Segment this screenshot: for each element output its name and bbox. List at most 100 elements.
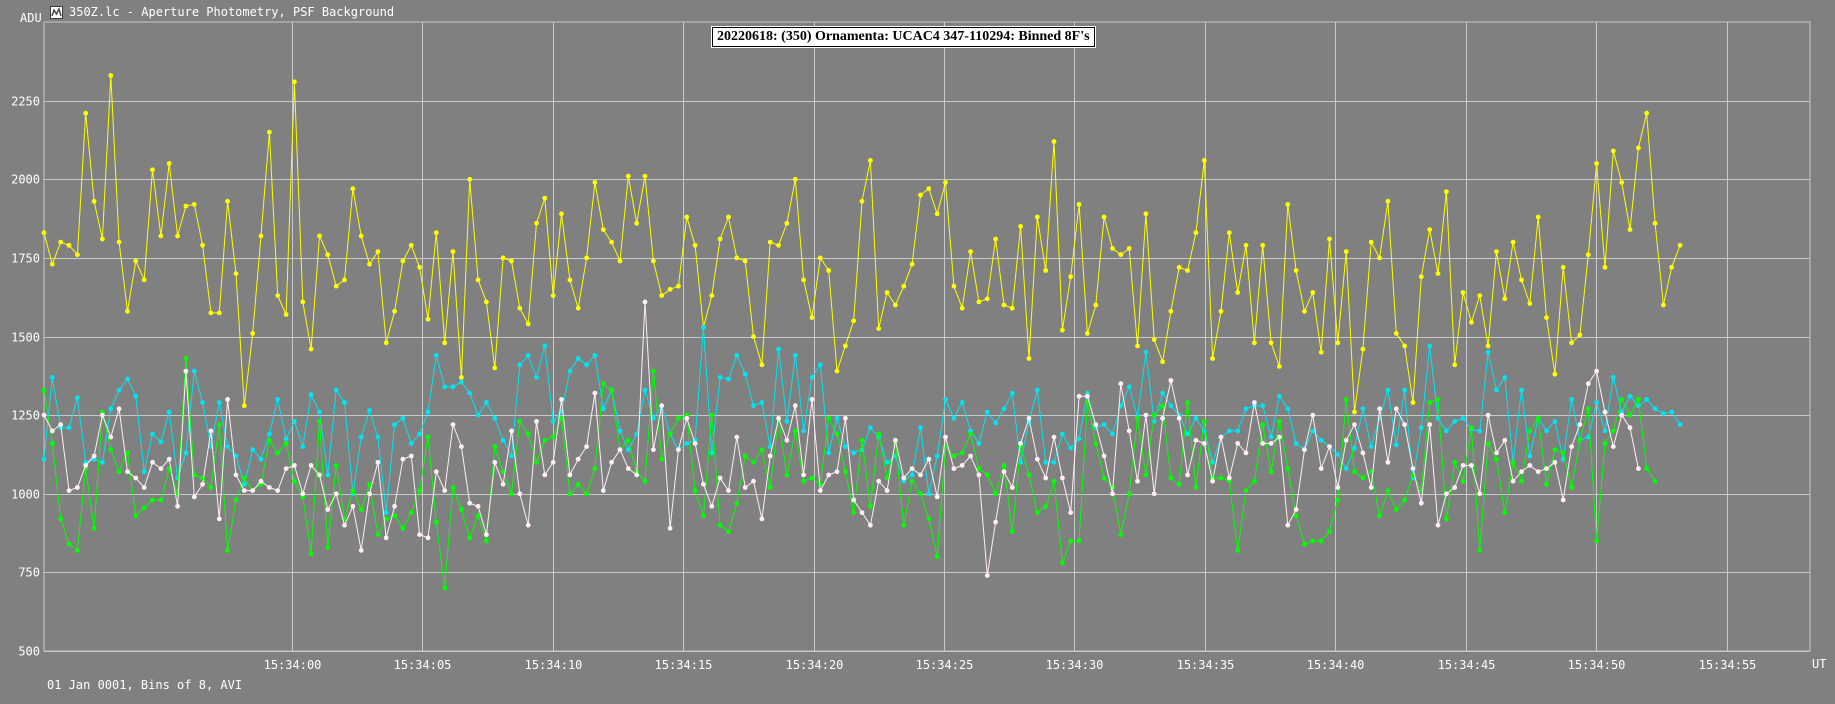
data-point — [1026, 472, 1032, 478]
data-point — [943, 397, 948, 402]
data-point — [792, 403, 798, 409]
data-point — [459, 507, 464, 512]
data-point — [667, 286, 673, 292]
data-point — [308, 346, 314, 352]
data-point — [342, 522, 347, 528]
data-point — [817, 255, 823, 261]
data-point — [1502, 296, 1508, 302]
data-point — [1677, 422, 1683, 427]
data-point — [976, 299, 982, 305]
data-point — [1126, 491, 1132, 497]
data-point — [1151, 419, 1157, 424]
data-point — [1510, 478, 1516, 484]
data-point — [392, 308, 397, 314]
data-point — [233, 453, 239, 459]
data-point — [751, 334, 756, 339]
data-point — [1060, 431, 1065, 437]
data-point — [834, 469, 840, 475]
data-point — [500, 437, 506, 443]
data-point — [300, 444, 306, 449]
data-point — [467, 500, 473, 506]
data-point — [876, 326, 882, 331]
data-point — [150, 431, 155, 437]
data-point — [1627, 393, 1633, 399]
data-point — [676, 415, 681, 421]
data-point — [1352, 445, 1357, 451]
data-point — [383, 516, 389, 522]
data-point — [417, 264, 422, 270]
data-point — [1594, 400, 1599, 405]
data-point — [692, 441, 698, 446]
data-point — [1552, 419, 1558, 424]
data-point — [1335, 485, 1341, 490]
data-point — [876, 431, 882, 437]
data-point — [726, 488, 731, 493]
data-point — [918, 472, 923, 478]
data-point — [367, 481, 372, 487]
data-point — [75, 252, 80, 258]
data-point — [133, 393, 139, 399]
data-point — [1310, 412, 1316, 418]
data-point — [1619, 180, 1625, 185]
data-point — [1168, 308, 1174, 314]
data-point — [651, 368, 656, 374]
data-point — [1302, 447, 1307, 453]
data-point — [1218, 434, 1224, 440]
data-point — [859, 510, 865, 515]
data-point — [283, 441, 289, 446]
data-point — [709, 412, 715, 418]
data-point — [1427, 343, 1433, 349]
data-point — [1176, 415, 1182, 421]
data-point — [1661, 302, 1666, 308]
data-point — [342, 400, 347, 405]
data-point — [918, 425, 923, 431]
data-point — [158, 497, 164, 503]
data-point — [909, 466, 915, 471]
data-point — [1343, 249, 1349, 255]
data-point — [425, 535, 431, 541]
data-point — [467, 176, 473, 182]
data-point — [817, 488, 823, 493]
data-point — [433, 230, 439, 236]
data-point — [250, 447, 256, 453]
data-point — [1452, 459, 1458, 465]
data-point — [1402, 497, 1407, 503]
x-tick-label: 15:34:55 — [1699, 658, 1757, 672]
data-point — [659, 403, 665, 409]
data-point — [308, 463, 314, 468]
data-point — [1594, 538, 1599, 544]
data-point — [408, 510, 414, 515]
data-point — [1535, 415, 1541, 421]
data-point — [417, 431, 422, 437]
data-point — [926, 456, 932, 462]
data-point — [91, 453, 97, 459]
data-point — [542, 472, 548, 478]
data-point — [308, 551, 314, 556]
data-point — [1460, 463, 1466, 468]
data-point — [1594, 368, 1599, 374]
data-point — [1135, 343, 1140, 349]
data-point — [809, 397, 815, 402]
data-point — [1285, 466, 1291, 471]
data-point — [1260, 441, 1266, 446]
data-point — [292, 463, 297, 468]
data-point — [183, 203, 189, 209]
data-point — [575, 305, 581, 311]
data-point — [1510, 459, 1516, 465]
data-point — [809, 475, 815, 481]
data-point — [951, 466, 957, 471]
data-point — [1544, 481, 1549, 487]
data-point — [1201, 441, 1207, 446]
data-point — [408, 441, 414, 446]
data-point — [383, 340, 389, 346]
data-point — [759, 516, 765, 522]
data-point — [559, 415, 564, 421]
data-point — [901, 522, 907, 528]
data-point — [1469, 463, 1474, 468]
data-point — [792, 353, 798, 358]
data-point — [1001, 406, 1007, 412]
data-point — [1560, 450, 1566, 456]
data-point — [651, 415, 656, 421]
data-point — [1619, 397, 1625, 402]
data-point — [58, 239, 64, 245]
